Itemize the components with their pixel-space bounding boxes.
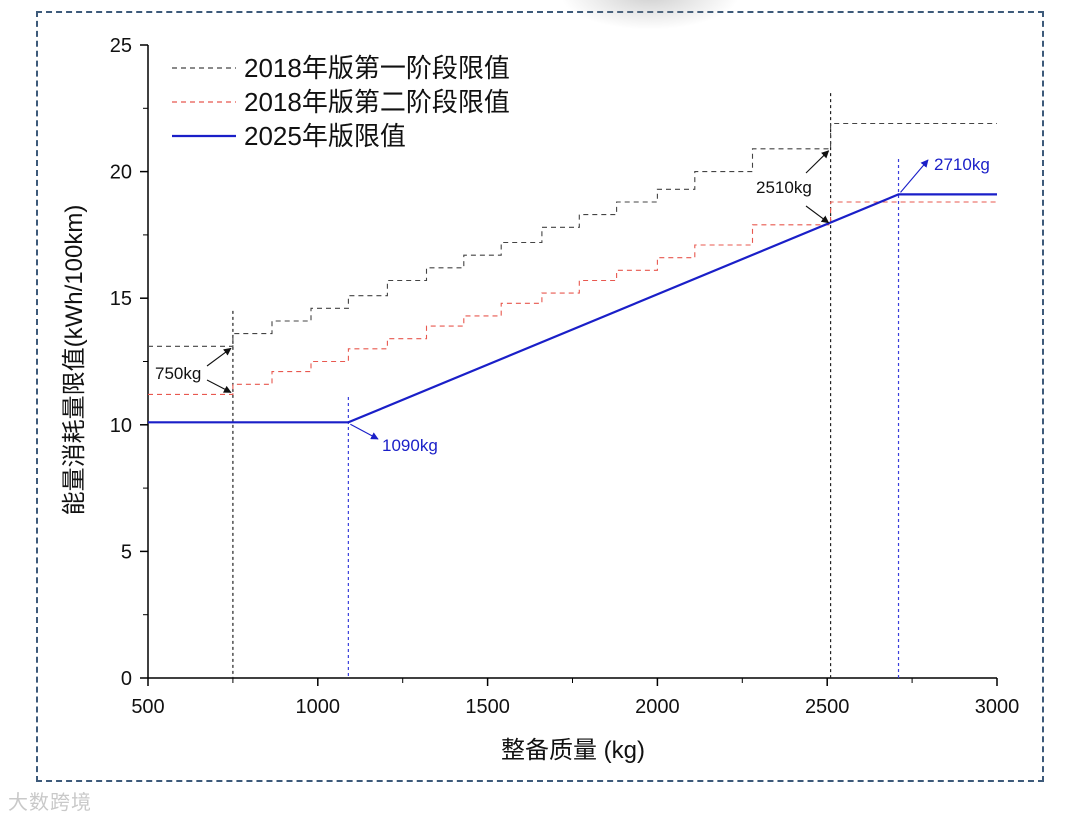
y-tick-label: 20: [110, 162, 132, 184]
y-tick-label: 0: [121, 668, 132, 690]
reference-lines: [232, 93, 900, 678]
legend: 2018年版第一阶段限值 2018年版第二阶段限值 2025年版限值: [172, 53, 510, 151]
x-tick-label: 3000: [975, 696, 1020, 718]
axes: 500 1000 1500 2000 2500 3000 0 5 10 15 20 25: [110, 35, 1020, 718]
annotation-arrow: [900, 159, 929, 193]
watermark: 大数跨境: [8, 790, 92, 814]
annotations: 750kg 1090kg 2510kg 2710kg: [155, 150, 990, 455]
legend-label: 2018年版第一阶段限值: [244, 53, 510, 83]
x-tick-label: 2500: [805, 696, 850, 718]
x-tick-label: 500: [131, 696, 164, 718]
x-tick-label: 1000: [296, 696, 341, 718]
chart-frame: [36, 11, 1044, 782]
y-tick-label: 15: [110, 288, 132, 310]
series-line: [148, 122, 997, 347]
x-axis-label: 整备质量 (kg): [501, 737, 645, 764]
y-tick-label: 25: [110, 35, 132, 57]
annotation-arrow: [350, 423, 379, 440]
x-tick-label: 1500: [465, 696, 510, 718]
x-tick-label: 2000: [635, 696, 680, 718]
annotation-arrow: [206, 347, 232, 367]
legend-label: 2018年版第二阶段限值: [244, 87, 510, 117]
annotation-arrow: [805, 205, 830, 224]
legend-label: 2025年版限值: [244, 121, 406, 151]
series-line: [148, 201, 997, 395]
series-line: [148, 193, 997, 424]
annotation-arrow: [206, 379, 232, 393]
annotation-label: 2510kg: [756, 178, 812, 197]
annotation-label: 2710kg: [934, 155, 990, 174]
annotation-label: 1090kg: [382, 436, 438, 455]
annotation-arrow: [805, 150, 830, 174]
y-axis-label: 能量消耗量限值(kWh/100km): [61, 205, 88, 516]
y-tick-label: 10: [110, 415, 132, 437]
annotation-label: 750kg: [155, 364, 201, 383]
y-tick-label: 5: [121, 541, 132, 563]
series-lines: [148, 122, 997, 424]
